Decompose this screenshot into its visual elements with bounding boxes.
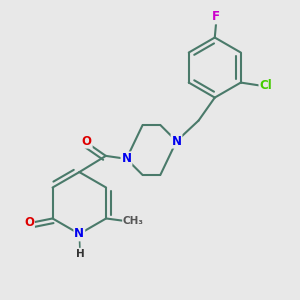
Text: O: O <box>82 135 92 148</box>
Text: H: H <box>76 249 84 259</box>
Text: CH₃: CH₃ <box>123 216 144 226</box>
Text: Cl: Cl <box>260 79 272 92</box>
Text: N: N <box>74 227 84 240</box>
Text: N: N <box>172 135 182 148</box>
Text: O: O <box>24 216 34 230</box>
Text: N: N <box>122 152 131 165</box>
Text: F: F <box>212 11 220 23</box>
